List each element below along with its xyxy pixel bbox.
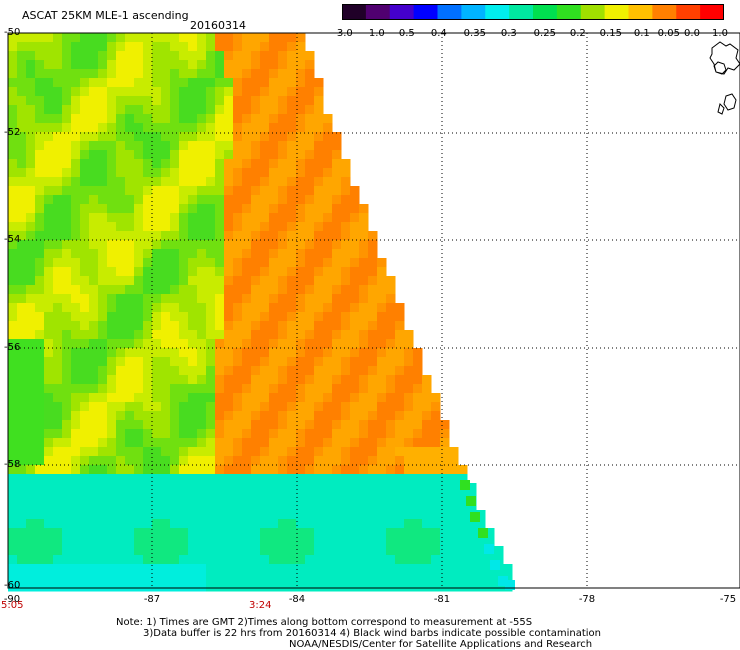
colorbar-swatch — [533, 4, 558, 20]
colorbar-label: -0.5 — [395, 28, 415, 39]
colorbar-label: 0.0 — [684, 28, 700, 39]
colorbar-swatch — [413, 4, 439, 20]
note-line-1: Note: 1) Times are GMT 2)Times along bot… — [116, 617, 533, 628]
note-line-2: 3)Data buffer is 22 hrs from 20160314 4)… — [143, 628, 601, 639]
lon-label: -81 — [433, 594, 451, 605]
time-label-left: 5:05 — [1, 600, 24, 611]
colorbar-label: 1.0 — [712, 28, 728, 39]
lon-label: -90 — [3, 594, 21, 605]
colorbar-swatch — [556, 4, 582, 20]
coastline — [709, 41, 740, 115]
lat-label: -60 — [4, 580, 21, 591]
lat-label: -56 — [4, 342, 21, 353]
lat-label: -52 — [4, 127, 21, 138]
colorbar-swatch — [485, 4, 510, 20]
colorbar-label: -0.05 — [654, 28, 680, 39]
lat-label: -50 — [4, 27, 21, 38]
product-date: 20160314 — [190, 19, 246, 32]
lon-label: -84 — [288, 594, 306, 605]
colorbar-swatch — [628, 4, 653, 20]
colorbar — [342, 4, 724, 20]
colorbar-swatch — [461, 4, 486, 20]
lat-lon-grid — [8, 33, 740, 588]
colorbar-swatch — [652, 4, 677, 20]
colorbar-label: -0.1 — [630, 28, 650, 39]
colorbar-label: -3.0 — [333, 28, 353, 39]
colorbar-swatch — [604, 4, 630, 20]
note-line-3: NOAA/NESDIS/Center for Satellite Applica… — [289, 639, 593, 650]
colorbar-swatch — [389, 4, 415, 20]
colorbar-label: -0.4 — [427, 28, 447, 39]
colorbar-swatches — [342, 4, 724, 20]
colorbar-swatch — [437, 4, 462, 20]
colorbar-label: -0.3 — [497, 28, 517, 39]
colorbar-label: -1.0 — [365, 28, 385, 39]
lat-label: -54 — [4, 234, 21, 245]
colorbar-swatch — [580, 4, 606, 20]
time-label-middle: 3:24 — [249, 600, 272, 611]
colorbar-label: -0.15 — [596, 28, 622, 39]
lon-label: -75 — [719, 594, 737, 605]
colorbar-swatch — [509, 4, 534, 20]
colorbar-swatch — [676, 4, 701, 20]
lon-label: -78 — [578, 594, 596, 605]
colorbar-swatch — [342, 4, 367, 20]
product-title: ASCAT 25KM MLE-1 ascending — [22, 9, 189, 22]
lat-label: -58 — [4, 459, 21, 470]
lon-label: -87 — [143, 594, 161, 605]
colorbar-label: -0.25 — [530, 28, 556, 39]
colorbar-swatch — [700, 4, 724, 20]
colorbar-swatch — [365, 4, 391, 20]
colorbar-label: -0.2 — [566, 28, 586, 39]
colorbar-label: -0.35 — [460, 28, 486, 39]
swath-data-layer — [8, 33, 515, 592]
